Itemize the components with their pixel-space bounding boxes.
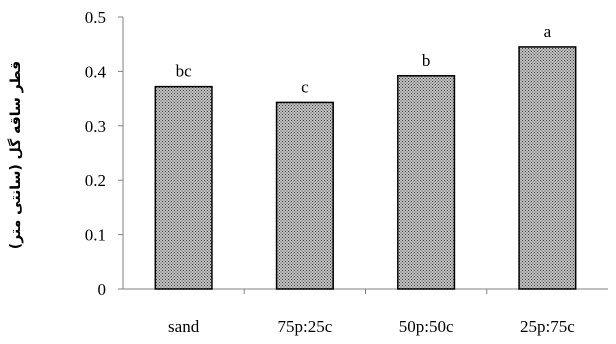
x-tick-label: sand — [168, 317, 200, 336]
bar-data-label: c — [301, 77, 309, 96]
y-tick-label: 0.2 — [85, 171, 106, 190]
bar-50p-50c — [397, 75, 456, 290]
x-tick-label: 50p:50c — [399, 317, 454, 336]
bar-75p-25c — [275, 101, 334, 290]
y-axis — [118, 16, 124, 290]
bar-data-label: a — [544, 22, 552, 41]
bar-data-label: b — [422, 51, 431, 70]
y-tick-label: 0.5 — [85, 8, 106, 27]
y-tick-label: 0 — [98, 280, 107, 299]
bar-data-label: bc — [176, 62, 193, 81]
y-tick-label: 0.4 — [85, 62, 107, 81]
data-labels: bc c b a — [176, 22, 552, 96]
x-tick-labels: sand 75p:25c 50p:50c 25p:75c — [168, 317, 575, 336]
x-tick-label: 25p:75c — [520, 317, 575, 336]
y-axis-title: قطر ساقه گل (سانتی متر) — [7, 61, 24, 249]
y-tick-label: 0.1 — [85, 226, 106, 245]
bars — [154, 46, 577, 290]
bar-25p-75c — [518, 46, 577, 290]
y-tick-label: 0.3 — [85, 117, 106, 136]
x-tick-label: 75p:25c — [277, 317, 332, 336]
y-tick-labels: 0 0.1 0.2 0.3 0.4 0.5 — [85, 8, 107, 299]
bar-sand — [154, 85, 213, 290]
